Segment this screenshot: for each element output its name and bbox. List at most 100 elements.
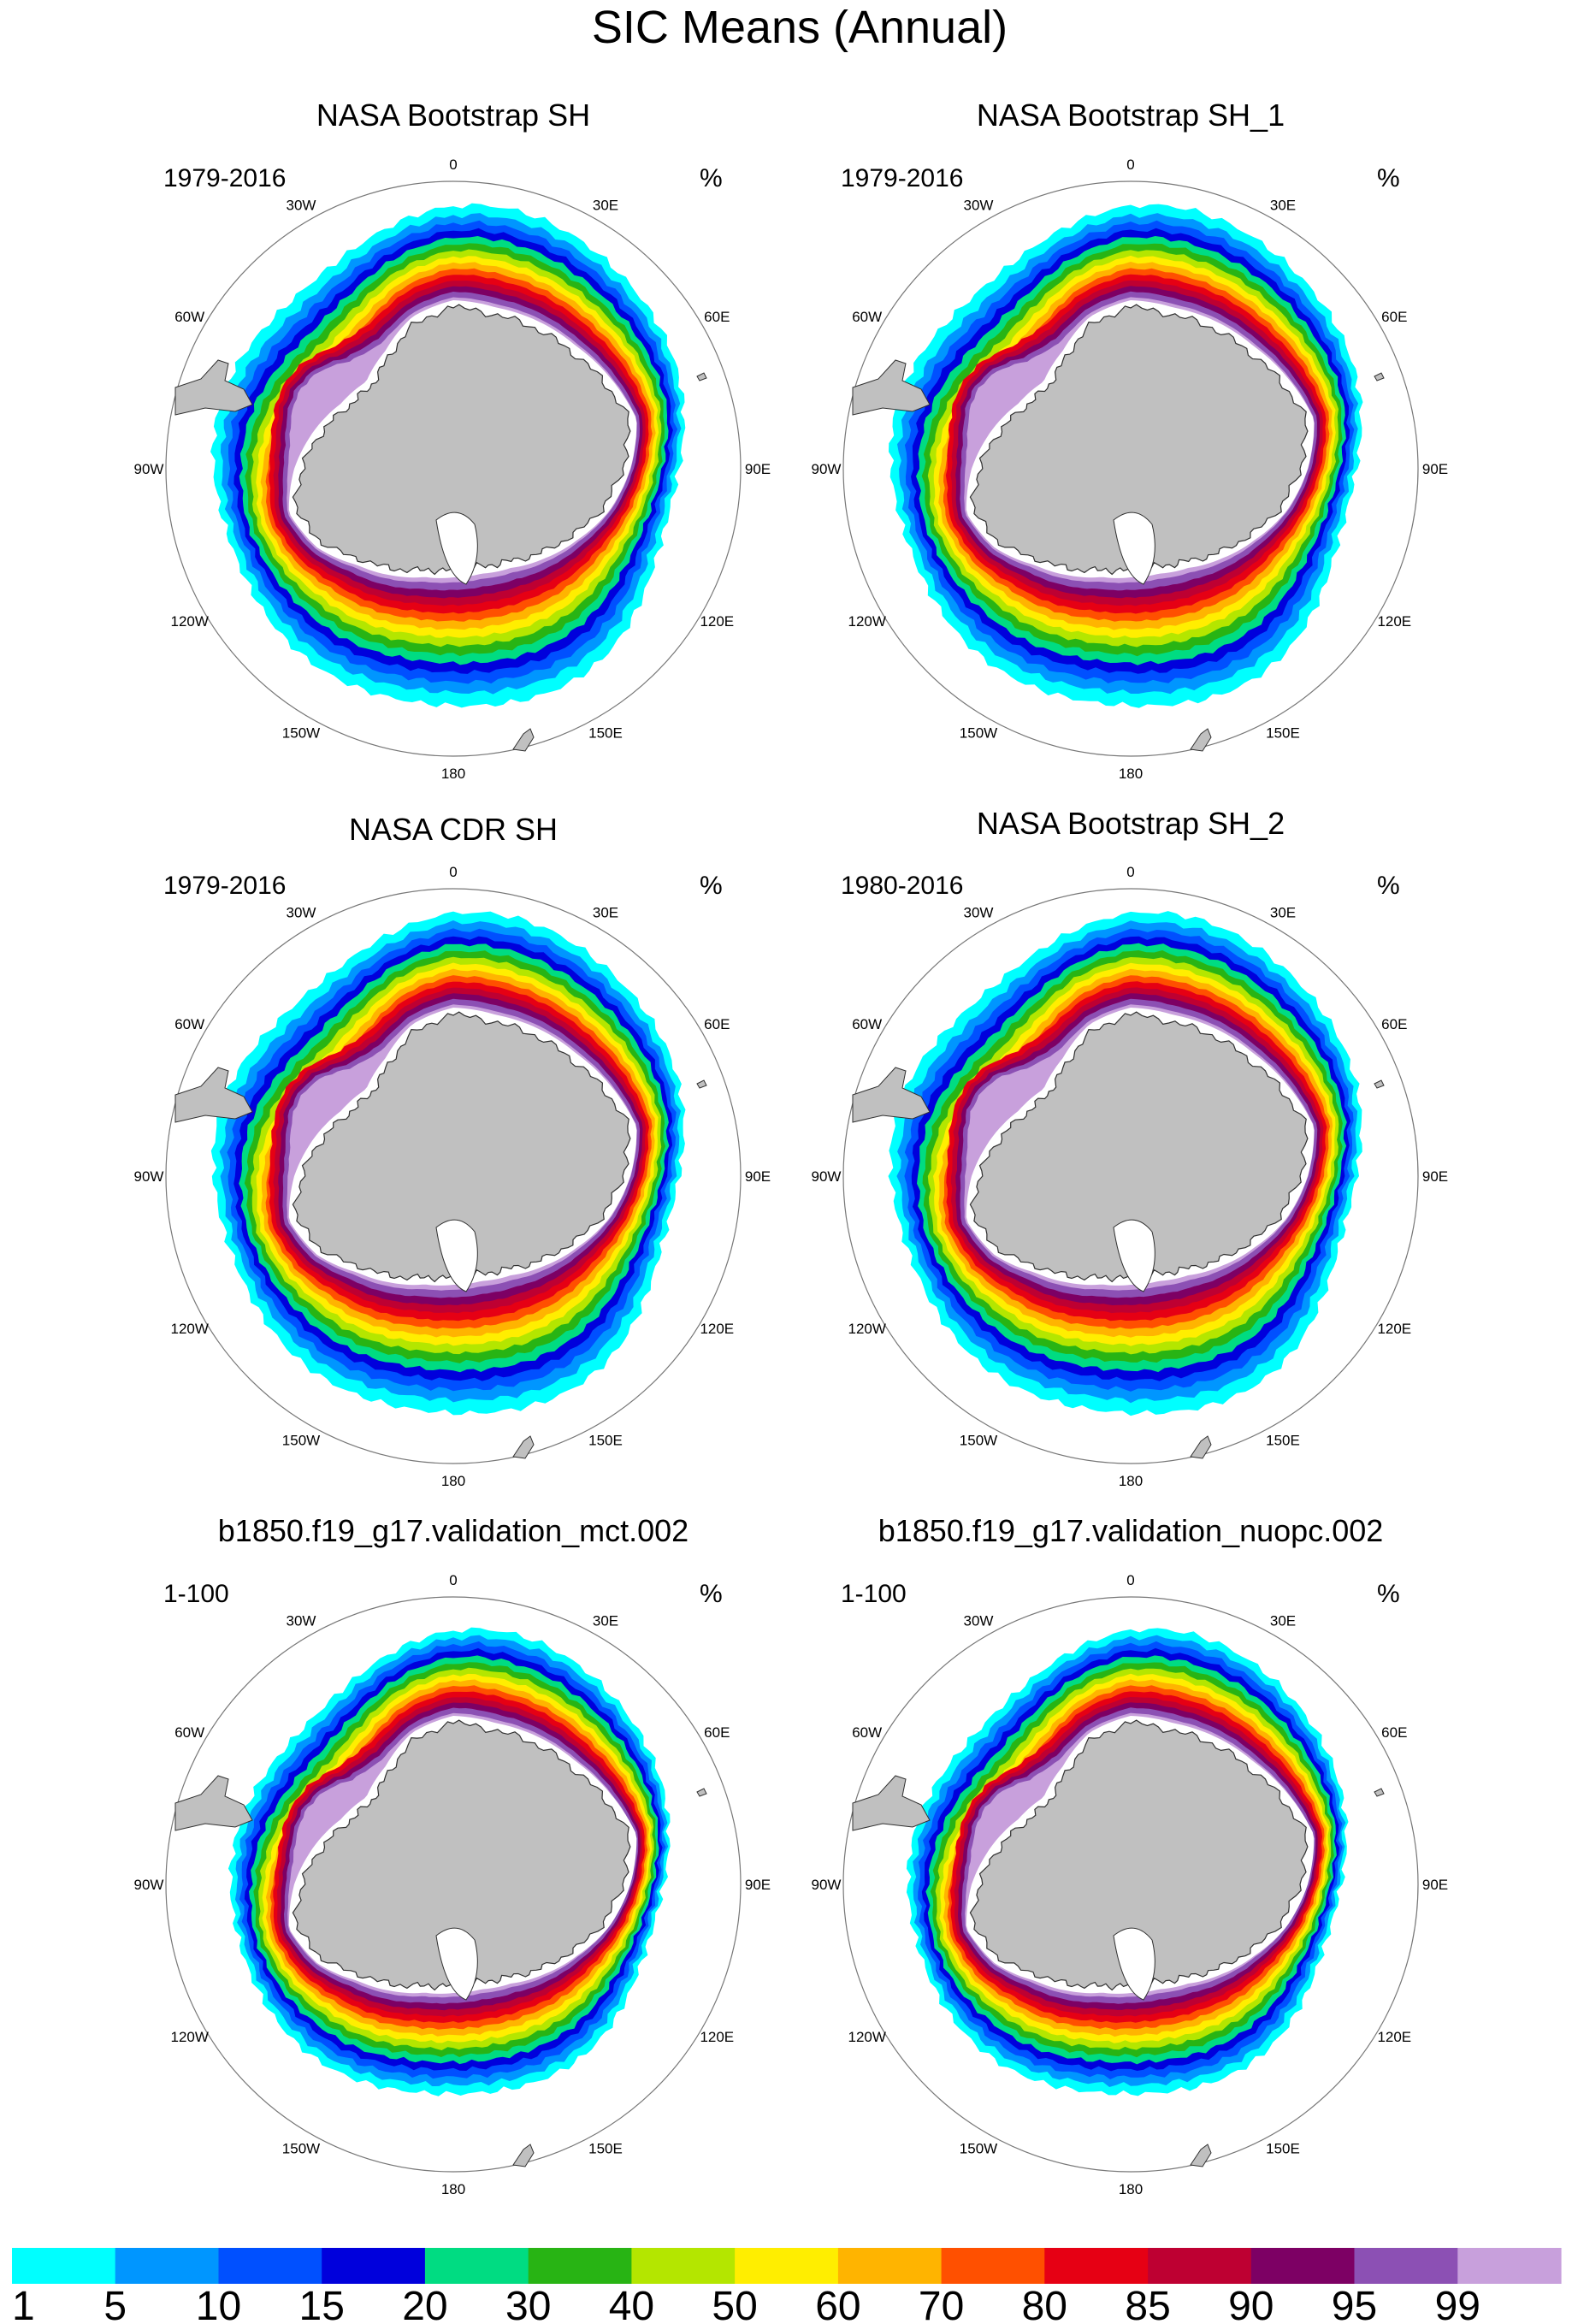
longitude-label: 150W [282, 2140, 320, 2156]
longitude-label: 60E [704, 309, 730, 325]
colorbar-tick-label: 1 [12, 2284, 35, 2324]
longitude-label: 180 [1119, 2181, 1143, 2197]
ross-ice-shelf [435, 1219, 478, 1292]
colorbar-tick-label: 80 [1022, 2284, 1067, 2324]
colorbar-swatch [941, 2248, 1045, 2284]
colorbar-tick-label: 85 [1125, 2284, 1170, 2324]
longitude-label: 0 [1126, 1572, 1134, 1588]
colorbar-swatch [1250, 2248, 1356, 2284]
map-panel: NASA CDR SH 1979-2016 % 0 30E 60E 90E 120E 150E 1… [134, 812, 771, 1489]
longitude-label: 30E [1270, 1613, 1296, 1629]
map-panels: NASA Bootstrap SH 1979-2016 % 0 30E 60E 90E 120… [134, 98, 1449, 2197]
longitude-label: 30E [1270, 905, 1296, 921]
kerguelen-island [1374, 1788, 1385, 1797]
new-zealand-land [1190, 1435, 1212, 1459]
south-america-land [852, 1775, 931, 1831]
map-panel: NASA Bootstrap SH 1979-2016 % 0 30E 60E 90E 120… [134, 98, 771, 782]
colorbar-tick-label: 20 [402, 2284, 447, 2324]
longitude-label: 120E [700, 613, 734, 630]
panel-title: b1850.f19_g17.validation_mct.002 [218, 1513, 688, 1548]
kerguelen-island [1374, 1079, 1385, 1089]
longitude-label: 120W [170, 613, 208, 630]
colorbar-tick-label: 60 [815, 2284, 860, 2324]
longitude-label: 0 [1126, 157, 1134, 173]
longitude-label: 60W [174, 1016, 204, 1032]
colorbar-tick-label: 90 [1228, 2284, 1274, 2324]
colorbar-swatch [115, 2248, 219, 2284]
colorbar-tick-label: 30 [505, 2284, 551, 2324]
panel-unit: % [700, 872, 723, 900]
longitude-label: 120E [700, 1321, 734, 1337]
longitude-label: 150W [282, 1432, 320, 1448]
new-zealand-land [1190, 728, 1212, 752]
longitude-label: 60E [704, 1016, 730, 1032]
longitude-label: 30E [593, 1613, 618, 1629]
longitude-label: 30W [287, 198, 316, 214]
panel-title: NASA Bootstrap SH_2 [977, 806, 1285, 841]
longitude-label: 30E [593, 198, 618, 214]
colorbar-tick-label: 70 [919, 2284, 964, 2324]
colorbar-tick-label: 5 [103, 2284, 127, 2324]
panel-unit: % [1377, 164, 1400, 192]
ross-ice-shelf [435, 512, 478, 585]
longitude-label: 150W [960, 1432, 997, 1448]
longitude-label: 90W [812, 461, 842, 477]
longitude-label: 90W [134, 461, 164, 477]
new-zealand-land [512, 728, 535, 752]
map-panel: b1850.f19_g17.validation_nuopc.002 1-100%… [812, 1513, 1449, 2197]
longitude-label: 90E [1422, 1877, 1448, 1893]
colorbar-swatch [1354, 2248, 1458, 2284]
longitude-label: 90E [745, 1168, 771, 1185]
longitude-label: 120W [848, 1321, 885, 1337]
longitude-label: 0 [1126, 864, 1134, 880]
colorbar-swatch [218, 2248, 322, 2284]
colorbar-tick-label: 95 [1332, 2284, 1377, 2324]
colorbar-tick-label: 10 [196, 2284, 241, 2324]
longitude-label: 60E [704, 1724, 730, 1741]
panel-period: 1-100 [163, 1580, 229, 1608]
kerguelen-island [696, 1079, 707, 1089]
longitude-label: 150E [1266, 1432, 1300, 1448]
longitude-label: 90W [134, 1877, 164, 1893]
longitude-label: 120W [170, 2029, 208, 2045]
panel-title: NASA Bootstrap SH [316, 98, 590, 133]
ross-ice-shelf [1113, 1219, 1155, 1292]
colorbar-swatch [528, 2248, 632, 2284]
colorbar-tick-label: 40 [609, 2284, 654, 2324]
kerguelen-island [696, 1788, 707, 1797]
colorbar: 1 5 10 15 20 30 40 50 60 70 80 85 90 95 99 [12, 2248, 1562, 2324]
longitude-label: 150E [588, 724, 623, 741]
panel-period: 1979-2016 [841, 164, 963, 192]
longitude-label: 150E [1266, 2140, 1300, 2156]
longitude-label: 150W [960, 724, 997, 741]
colorbar-tick-label: 15 [299, 2284, 345, 2324]
longitude-label: 120E [700, 2029, 734, 2045]
panel-title: b1850.f19_g17.validation_nuopc.002 [878, 1513, 1384, 1548]
longitude-label: 180 [441, 766, 465, 782]
longitude-label: 150E [1266, 724, 1300, 741]
panel-title: NASA CDR SH [349, 812, 558, 847]
colorbar-swatch [1044, 2248, 1149, 2284]
colorbar-swatch [1457, 2248, 1562, 2284]
colorbar-swatch [735, 2248, 839, 2284]
longitude-label: 60W [852, 1724, 882, 1741]
south-america-land [174, 1775, 253, 1831]
kerguelen-island [1374, 372, 1385, 381]
map-panel: NASA Bootstrap SH_2 1980-2016 % 0 30E 60E 90E 1… [812, 806, 1449, 1489]
panel-title: NASA Bootstrap SH_1 [977, 98, 1285, 133]
longitude-label: 30E [1270, 198, 1296, 214]
longitude-label: 120W [848, 613, 885, 630]
longitude-label: 150E [588, 2140, 623, 2156]
longitude-label: 90E [1422, 461, 1448, 477]
panel-unit: % [700, 164, 723, 192]
longitude-label: 30W [287, 1613, 316, 1629]
longitude-label: 90W [134, 1168, 164, 1185]
longitude-label: 30E [593, 905, 618, 921]
colorbar-tick-label: 50 [712, 2284, 757, 2324]
longitude-label: 90W [812, 1168, 842, 1185]
longitude-label: 0 [449, 864, 457, 880]
panel-period: 1979-2016 [163, 872, 286, 900]
panel-unit: % [1377, 1580, 1400, 1608]
longitude-label: 0 [449, 157, 457, 173]
